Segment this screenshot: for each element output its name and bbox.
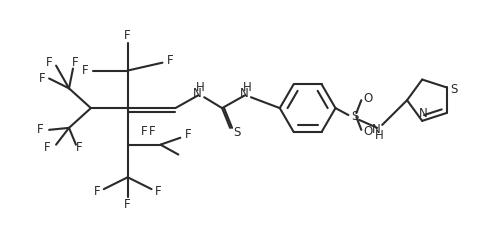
Text: F: F	[71, 56, 78, 69]
Text: N: N	[372, 123, 381, 136]
Text: S: S	[352, 110, 359, 124]
Text: F: F	[141, 125, 148, 138]
Text: F: F	[44, 141, 51, 154]
Text: F: F	[124, 29, 131, 43]
Text: N: N	[419, 107, 428, 121]
Text: F: F	[46, 56, 52, 69]
Text: H: H	[196, 81, 205, 94]
Text: F: F	[39, 72, 46, 85]
Text: F: F	[155, 185, 162, 197]
Text: F: F	[149, 125, 156, 138]
Text: F: F	[76, 141, 82, 154]
Text: S: S	[233, 126, 241, 139]
Text: F: F	[37, 123, 43, 136]
Text: F: F	[185, 128, 191, 141]
Text: O: O	[364, 92, 373, 105]
Text: N: N	[240, 87, 248, 100]
Text: O: O	[364, 125, 373, 138]
Text: H: H	[375, 129, 383, 142]
Text: F: F	[93, 185, 100, 197]
Text: H: H	[243, 81, 251, 94]
Text: N: N	[193, 87, 202, 100]
Text: F: F	[167, 54, 174, 67]
Text: F: F	[82, 64, 88, 77]
Text: S: S	[450, 83, 457, 96]
Text: F: F	[124, 198, 131, 212]
